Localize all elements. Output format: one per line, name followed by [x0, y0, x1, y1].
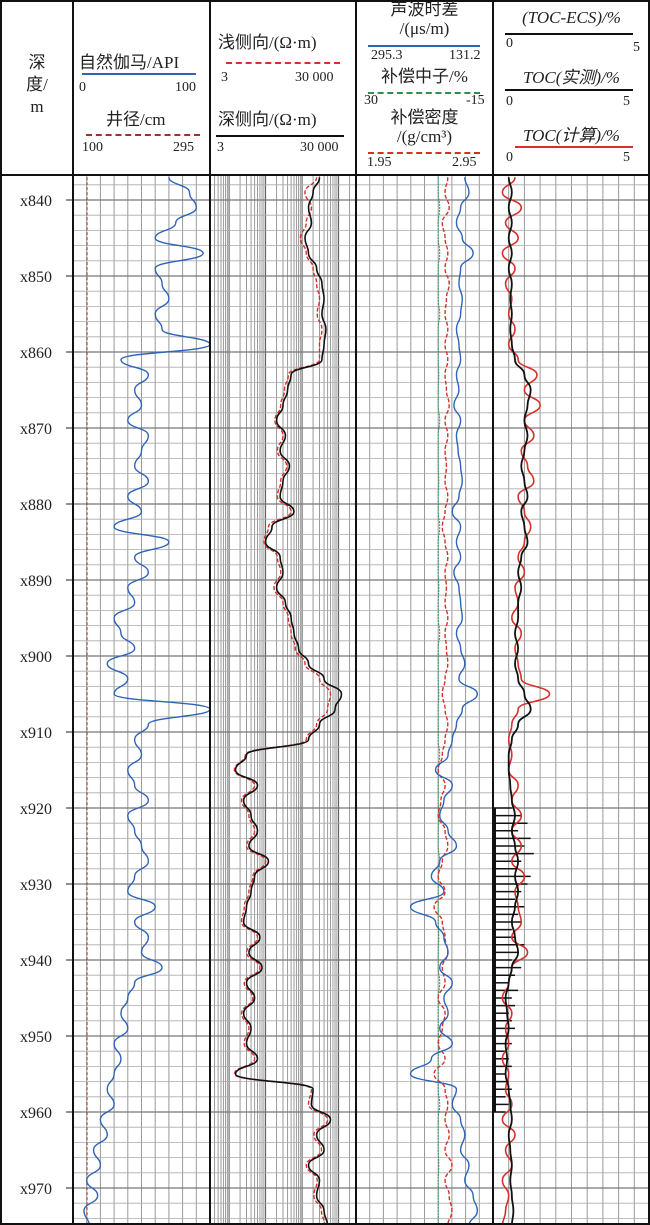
- depth-tick-label: x940: [20, 953, 52, 970]
- lld-curve: [234, 177, 343, 1225]
- depth-tick-label: x930: [20, 877, 52, 894]
- depth-tick-label: x970: [20, 1181, 52, 1198]
- lls-curve: [233, 177, 332, 1225]
- cnl-legend-line: [368, 92, 480, 94]
- toc-ecs-min: 0: [506, 36, 513, 51]
- lld-legend-line: [216, 135, 344, 137]
- depth-header: 深度/m: [26, 53, 48, 116]
- depth-tick-label: x850: [20, 269, 52, 286]
- cal-min: 100: [82, 140, 103, 155]
- cal-label: 井径/cm: [106, 110, 166, 129]
- ac-legend-line: [368, 45, 480, 47]
- depth-tick-label: x880: [20, 497, 52, 514]
- toc-meas-label: TOC(实测)/%: [523, 68, 620, 87]
- cnl-max: -15: [466, 93, 485, 108]
- den-min: 1.95: [367, 155, 392, 170]
- toc-calc-legend-line: [515, 146, 633, 148]
- cnl-label: 补偿中子/%: [381, 67, 468, 86]
- den-max: 2.95: [452, 155, 477, 170]
- toc-meas-max: 5: [623, 94, 630, 109]
- ac-label-l2: /(μs/m): [399, 19, 450, 38]
- cal-max: 295: [173, 140, 194, 155]
- ac-max: 131.2: [449, 48, 481, 63]
- lls-label: 浅侧向/(Ω·m): [218, 33, 317, 52]
- den-label: 补偿密度 /(g/cm³): [356, 108, 493, 146]
- depth-tick-label: x890: [20, 573, 52, 590]
- cal-legend-line: [86, 134, 200, 136]
- ac-label: 声波时差 /(μs/m): [356, 0, 493, 38]
- cnl-min: 30: [364, 93, 378, 108]
- toc-ecs-max: 5: [633, 40, 640, 55]
- depth-tick-label: x950: [20, 1029, 52, 1046]
- depth-tick-label: x840: [20, 193, 52, 210]
- den-legend-line: [368, 152, 480, 154]
- lls-max: 30 000: [295, 70, 334, 85]
- lls-min: 3: [221, 70, 228, 85]
- lls-legend-line: [226, 62, 340, 64]
- den-label-l2: /(g/cm³): [396, 127, 453, 146]
- ac-label-l1: 声波时差: [390, 0, 459, 19]
- depth-tick-label: x900: [20, 649, 52, 666]
- lld-min: 3: [217, 140, 224, 155]
- ac-min: 295.3: [371, 48, 403, 63]
- gr-curve: [83, 176, 211, 1225]
- gr-label: 自然伽马/API: [79, 53, 180, 72]
- lld-max: 30 000: [300, 140, 339, 155]
- depth-tick-label: x860: [20, 345, 52, 362]
- toc_ecs-curve: [504, 177, 532, 1225]
- toc-ecs-legend-line: [505, 33, 633, 35]
- lld-label: 深侧向/(Ω·m): [218, 110, 317, 129]
- toc_calc-curve: [501, 177, 551, 1225]
- gr-min: 0: [79, 80, 86, 95]
- gr-max: 100: [175, 80, 196, 95]
- depth-tick-label: x920: [20, 801, 52, 818]
- ac-curve: [409, 177, 479, 1225]
- den-curve: [433, 177, 453, 1225]
- toc-calc-max: 5: [623, 150, 630, 165]
- gr-legend-line: [82, 73, 196, 75]
- den-label-l1: 补偿密度: [390, 108, 459, 127]
- toc-calc-label: TOC(计算)/%: [523, 126, 620, 145]
- toc-meas-legend-line: [505, 89, 633, 91]
- toc-calc-min: 0: [506, 150, 513, 165]
- cnl-curve: [437, 177, 441, 1225]
- toc-meas-min: 0: [506, 94, 513, 109]
- depth-tick-label: x960: [20, 1105, 52, 1122]
- toc-ecs-label: (TOC-ECS)/%: [522, 8, 621, 27]
- depth-tick-label: x910: [20, 725, 52, 742]
- depth-tick-label: x870: [20, 421, 52, 438]
